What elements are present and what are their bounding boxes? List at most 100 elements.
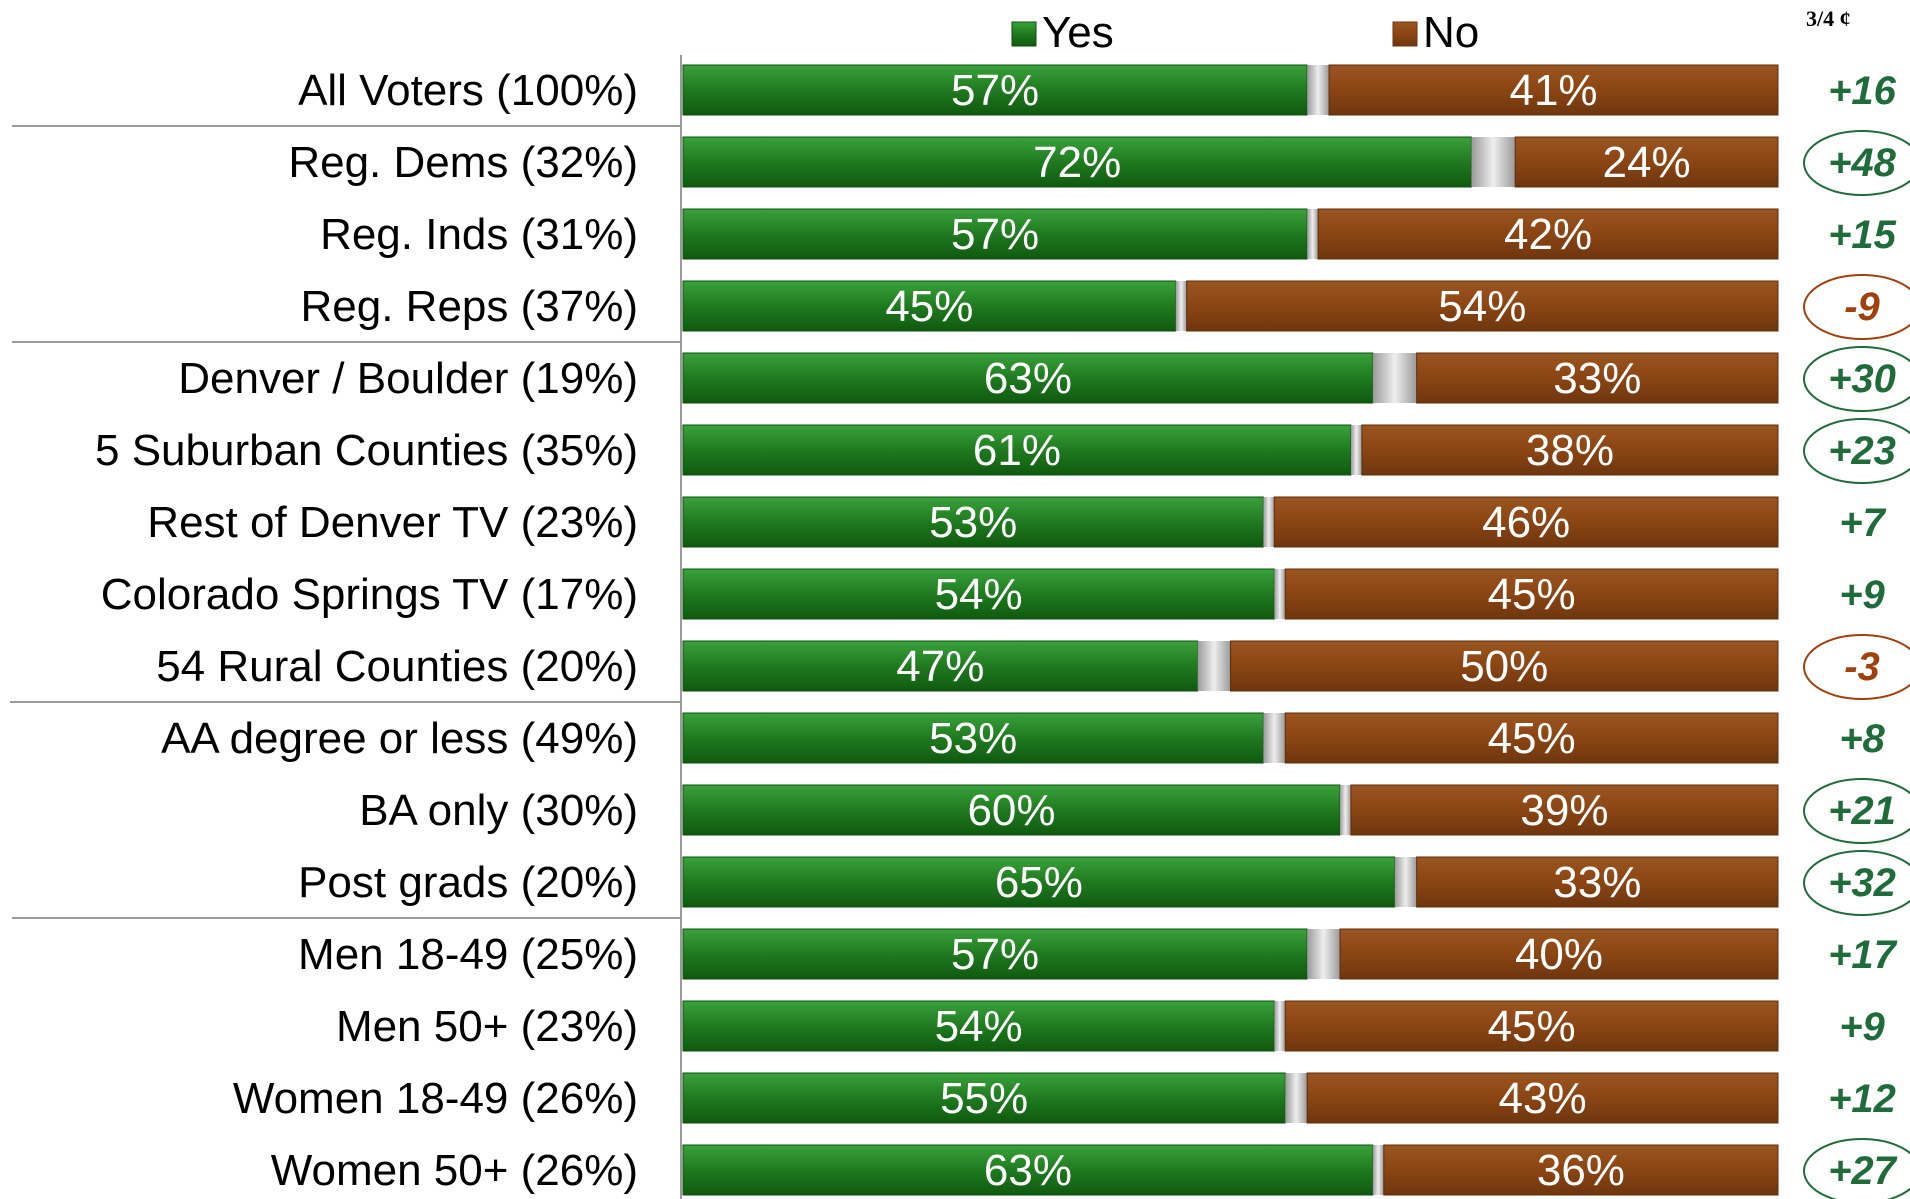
- net-circle: [1803, 130, 1910, 196]
- net-difference-label: +32: [1828, 861, 1896, 905]
- bar-undecided: [1197, 641, 1231, 691]
- bar-yes-label: 65%: [995, 858, 1083, 907]
- net-difference-label: +27: [1828, 1149, 1898, 1193]
- group-separators: [10, 125, 681, 919]
- bar-no-label: 54%: [1438, 282, 1526, 331]
- chart-row: BA only (30%) 60% 39% +21: [359, 778, 1910, 844]
- net-difference-label: +9: [1839, 1005, 1885, 1049]
- chart-row: Women 50+ (26%) 63% 36% +27: [271, 1138, 1910, 1199]
- category-label: 5 Suburban Counties (35%): [95, 426, 638, 475]
- bar-yes-label: 63%: [984, 354, 1072, 403]
- bar-yes-label: 72%: [1033, 138, 1121, 187]
- legend-label-no: No: [1423, 8, 1479, 57]
- bar-no-label: 36%: [1537, 1146, 1625, 1195]
- bar-yes-label: 63%: [984, 1146, 1072, 1195]
- bar-no-label: 33%: [1553, 858, 1641, 907]
- bar-no: [1306, 1072, 1779, 1124]
- bar-undecided: [1274, 569, 1286, 619]
- category-label: Women 50+ (26%): [271, 1146, 638, 1195]
- bar-no: [1317, 208, 1779, 260]
- net-difference-label: -9: [1844, 285, 1880, 329]
- legend: Yes No: [1011, 8, 1479, 57]
- bar-undecided: [1372, 353, 1417, 403]
- bar-no: [1230, 640, 1779, 692]
- bar-no-label: 45%: [1488, 714, 1576, 763]
- bar-yes-label: 53%: [929, 714, 1017, 763]
- category-label: Denver / Boulder (19%): [178, 354, 638, 403]
- chart-row: Colorado Springs TV (17%) 54% 45% +9: [101, 568, 1886, 620]
- chart-row: Post grads (20%) 65% 33% +32: [298, 850, 1910, 916]
- bar-no-label: 45%: [1488, 570, 1576, 619]
- bar-yes-label: 57%: [951, 210, 1039, 259]
- category-label: AA degree or less (49%): [161, 714, 638, 763]
- category-label: Rest of Denver TV (23%): [147, 498, 638, 547]
- bar-yes-label: 54%: [935, 570, 1023, 619]
- category-label: All Voters (100%): [298, 66, 638, 115]
- bar-no-label: 40%: [1515, 930, 1603, 979]
- bar-no: [1383, 1144, 1779, 1196]
- bar-no-label: 39%: [1520, 786, 1608, 835]
- chart-row: AA degree or less (49%) 53% 45% +8: [161, 712, 1886, 764]
- bar-no: [1284, 1000, 1779, 1052]
- bar-no-label: 38%: [1526, 426, 1614, 475]
- category-label: Women 18-49 (26%): [233, 1074, 638, 1123]
- bar-yes: [682, 64, 1308, 116]
- bar-yes: [682, 856, 1396, 908]
- chart-row: Rest of Denver TV (23%) 53% 46% +7: [147, 496, 1887, 548]
- bar-yes: [682, 496, 1264, 548]
- bar-undecided: [1307, 929, 1340, 979]
- bar-yes-label: 47%: [896, 642, 984, 691]
- net-difference-label: +23: [1828, 429, 1896, 473]
- chart-row: All Voters (100%) 57% 41% +16: [298, 64, 1897, 116]
- legend-swatch-yes: [1011, 21, 1037, 47]
- chart-row: 5 Suburban Counties (35%) 61% 38% +23: [95, 418, 1910, 484]
- chart-row: Reg. Dems (32%) 72% 24% +48: [288, 130, 1910, 196]
- bar-yes: [682, 568, 1275, 620]
- bar-yes: [682, 1000, 1275, 1052]
- bar-no-label: 50%: [1460, 642, 1548, 691]
- bar-no-label: 46%: [1482, 498, 1570, 547]
- bar-no-label: 41%: [1509, 66, 1597, 115]
- bar-yes: [682, 1072, 1286, 1124]
- bar-yes: [682, 280, 1177, 332]
- bar-yes: [682, 784, 1341, 836]
- chart-row: 54 Rural Counties (20%) 47% 50% -3: [156, 634, 1910, 700]
- bar-no: [1284, 568, 1779, 620]
- net-circle: [1803, 850, 1910, 916]
- bar-yes-label: 45%: [885, 282, 973, 331]
- bar-yes-label: 61%: [973, 426, 1061, 475]
- category-label: 54 Rural Counties (20%): [156, 642, 638, 691]
- bar-yes-label: 57%: [951, 930, 1039, 979]
- bar-no: [1273, 496, 1779, 548]
- bar-no: [1350, 784, 1779, 836]
- bar-yes-label: 60%: [967, 786, 1055, 835]
- bar-undecided: [1274, 1001, 1286, 1051]
- bar-undecided: [1285, 1073, 1308, 1123]
- bar-yes: [682, 424, 1352, 476]
- bar-no-label: 43%: [1499, 1074, 1587, 1123]
- bar-no: [1361, 424, 1779, 476]
- net-difference-label: +8: [1839, 717, 1885, 761]
- category-label: Men 50+ (23%): [336, 1002, 638, 1051]
- net-difference-label: +48: [1828, 141, 1897, 185]
- net-circle: [1803, 1138, 1910, 1199]
- net-circle: [1803, 274, 1910, 340]
- corner-note: 3/4 ¢: [1806, 6, 1851, 31]
- net-difference-label: +12: [1828, 1077, 1896, 1121]
- bar-undecided: [1263, 713, 1286, 763]
- bar-yes-label: 53%: [929, 498, 1017, 547]
- bar-no: [1416, 856, 1779, 908]
- bar-undecided: [1307, 209, 1319, 259]
- category-label: Reg. Inds (31%): [320, 210, 638, 259]
- bar-yes: [682, 208, 1308, 260]
- net-difference-label: +17: [1828, 933, 1898, 977]
- bar-no-label: 45%: [1488, 1002, 1576, 1051]
- bar-no-label: 24%: [1603, 138, 1691, 187]
- category-label: Men 18-49 (25%): [298, 930, 638, 979]
- category-label: Post grads (20%): [298, 858, 638, 907]
- net-difference-label: +21: [1828, 789, 1896, 833]
- bar-yes-label: 55%: [940, 1074, 1028, 1123]
- legend-swatch-no: [1392, 21, 1418, 47]
- chart-row: Reg. Inds (31%) 57% 42% +15: [320, 208, 1897, 260]
